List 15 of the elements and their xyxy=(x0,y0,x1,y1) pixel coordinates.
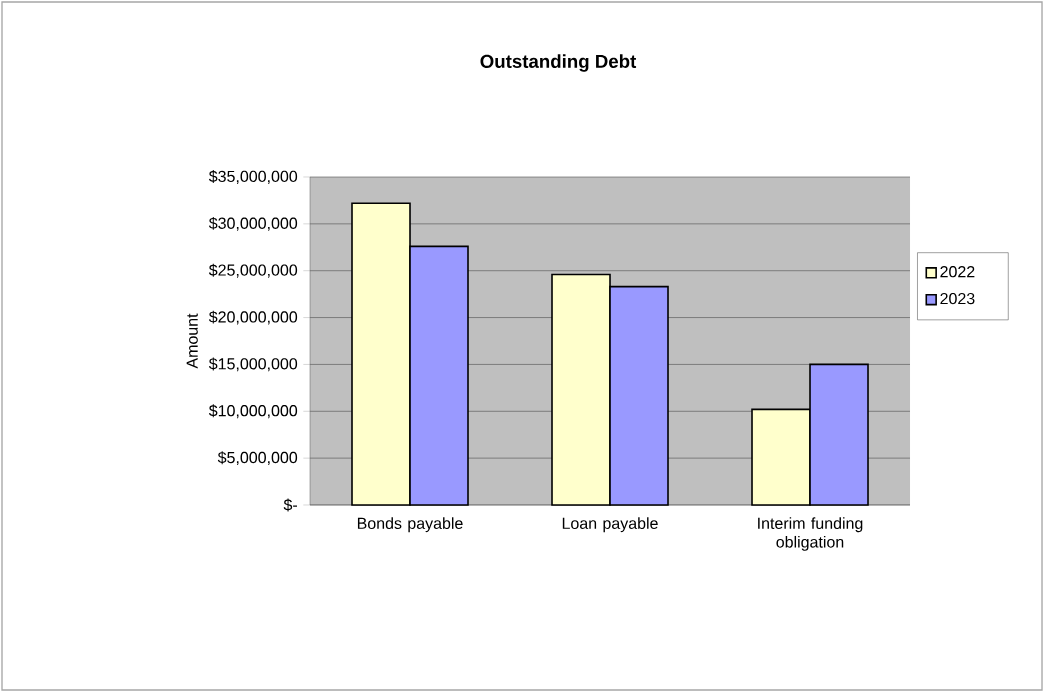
y-tick-label: $5,000,000 xyxy=(217,451,298,466)
y-axis-title: Amount xyxy=(186,313,198,369)
chart-title: Outstanding Debt xyxy=(480,54,637,72)
legend-label: 2023 xyxy=(940,292,975,305)
legend-label: 2022 xyxy=(940,266,975,278)
y-tick-label: $10,000,000 xyxy=(208,404,298,419)
y-tick-label: $- xyxy=(283,498,298,512)
y-tick-label: $25,000,000 xyxy=(208,263,298,278)
y-tick-label: $15,000,000 xyxy=(208,357,298,372)
x-tick-label: Interim funding obligation xyxy=(758,517,863,551)
x-tick-label: Loan payable xyxy=(562,517,658,533)
y-tick-label: $35,000,000 xyxy=(208,170,298,184)
y-tick-label: $30,000,000 xyxy=(208,216,298,231)
y-tick-label: $20,000,000 xyxy=(208,310,298,325)
x-tick-label: Bonds payable xyxy=(357,517,463,533)
